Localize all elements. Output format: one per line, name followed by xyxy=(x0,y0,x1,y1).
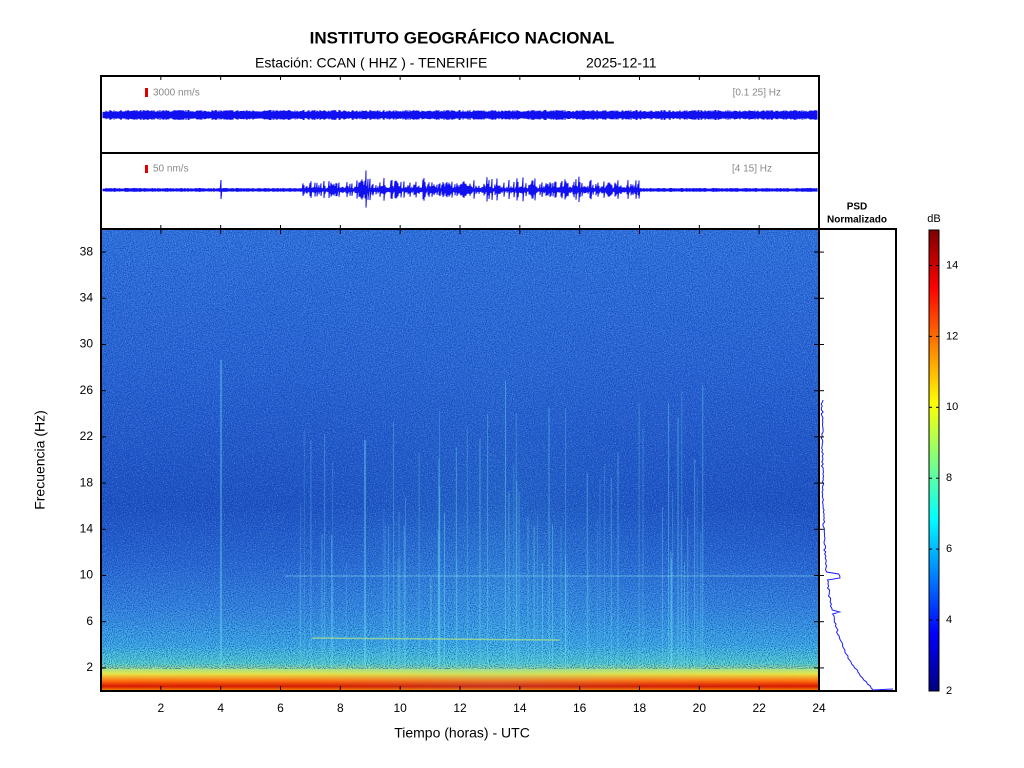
y-tick-label: 2 xyxy=(86,660,93,674)
y-tick-label: 34 xyxy=(80,290,94,304)
psd-title: PSD xyxy=(847,202,868,213)
x-tick-label: 24 xyxy=(812,701,826,715)
x-tick-label: 2 xyxy=(157,701,164,715)
x-tick-label: 10 xyxy=(393,701,407,715)
y-tick-label: 30 xyxy=(80,337,94,351)
y-tick-label: 14 xyxy=(80,521,94,535)
y-axis-label: Frecuencia (Hz) xyxy=(32,410,48,510)
date: 2025-12-11 xyxy=(586,55,657,71)
chart-title: INSTITUTO GEOGRÁFICO NACIONAL xyxy=(310,28,615,47)
waveform xyxy=(102,170,818,208)
x-tick-label: 16 xyxy=(573,701,587,715)
colorbar-tick-label: 4 xyxy=(946,614,952,626)
waveform-panels: 3000 nm/s [0.1 25] Hz 50 nm/s [4 15] Hz xyxy=(100,75,820,230)
x-tick-label: 20 xyxy=(693,701,707,715)
x-axis-label: Tiempo (horas) - UTC xyxy=(394,725,530,741)
subtitle: Estación: CCAN ( HHZ ) - TENERIFE xyxy=(255,55,487,71)
colorbar-tick-label: 10 xyxy=(946,401,958,413)
scale-label: 3000 nm/s xyxy=(153,88,200,99)
waveform xyxy=(102,109,818,121)
y-tick-label: 10 xyxy=(80,568,94,582)
y-tick-label: 22 xyxy=(80,429,94,443)
scale-label: 50 nm/s xyxy=(153,164,189,175)
scale-bar xyxy=(145,165,148,173)
band-label: [4 15] Hz xyxy=(732,164,772,175)
y-tick-label: 18 xyxy=(80,475,94,489)
psd-curve xyxy=(820,399,894,691)
scale-bar xyxy=(145,88,148,97)
spectrogram-streaks xyxy=(220,360,819,668)
colorbar-tick-label: 8 xyxy=(946,472,952,484)
x-tick-label: 22 xyxy=(752,701,766,715)
spectrogram-noise xyxy=(101,229,819,669)
colorbar-tick-label: 2 xyxy=(946,685,952,697)
colorbar-label: dB xyxy=(927,213,940,225)
x-tick-label: 8 xyxy=(337,701,344,715)
x-tick-label: 4 xyxy=(217,701,224,715)
colorbar-tick-label: 12 xyxy=(946,330,958,342)
y-tick-label: 38 xyxy=(80,244,94,258)
band-label: [0.1 25] Hz xyxy=(733,88,781,99)
x-tick-label: 6 xyxy=(277,701,284,715)
colorbar xyxy=(928,229,940,692)
psd-frame xyxy=(818,228,897,692)
streak xyxy=(311,637,561,641)
x-tick-label: 12 xyxy=(453,701,467,715)
x-tick-label: 14 xyxy=(513,701,527,715)
colorbar-tick-label: 6 xyxy=(946,543,952,555)
psd-title: Normalizado xyxy=(827,215,887,226)
y-tick-label: 26 xyxy=(80,383,94,397)
colorbar-tick-label: 14 xyxy=(946,259,958,271)
y-tick-label: 6 xyxy=(86,614,93,628)
x-tick-label: 18 xyxy=(633,701,647,715)
